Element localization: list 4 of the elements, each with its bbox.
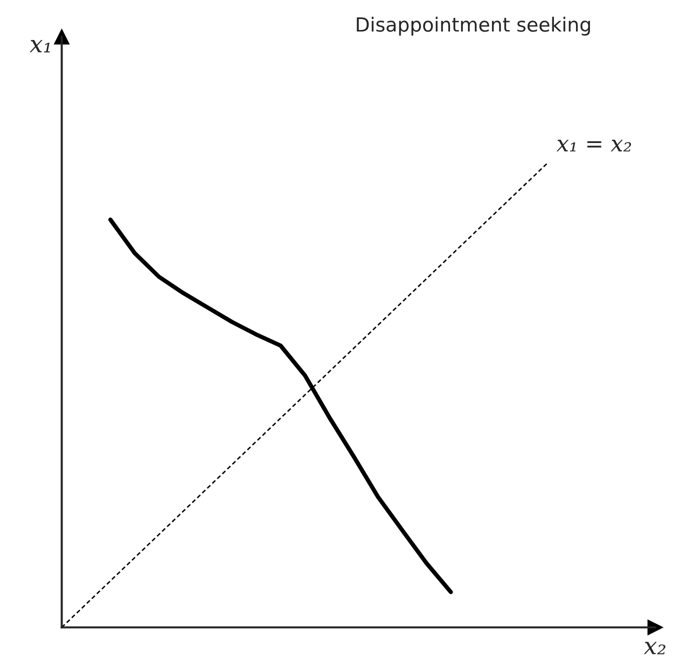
y-axis-title: x₁ (30, 40, 50, 52)
x-axis-title: x₂ (644, 642, 666, 654)
text: x₁ = x₂ (556, 140, 632, 152)
chart-title: Disappointment seeking (356, 16, 590, 36)
